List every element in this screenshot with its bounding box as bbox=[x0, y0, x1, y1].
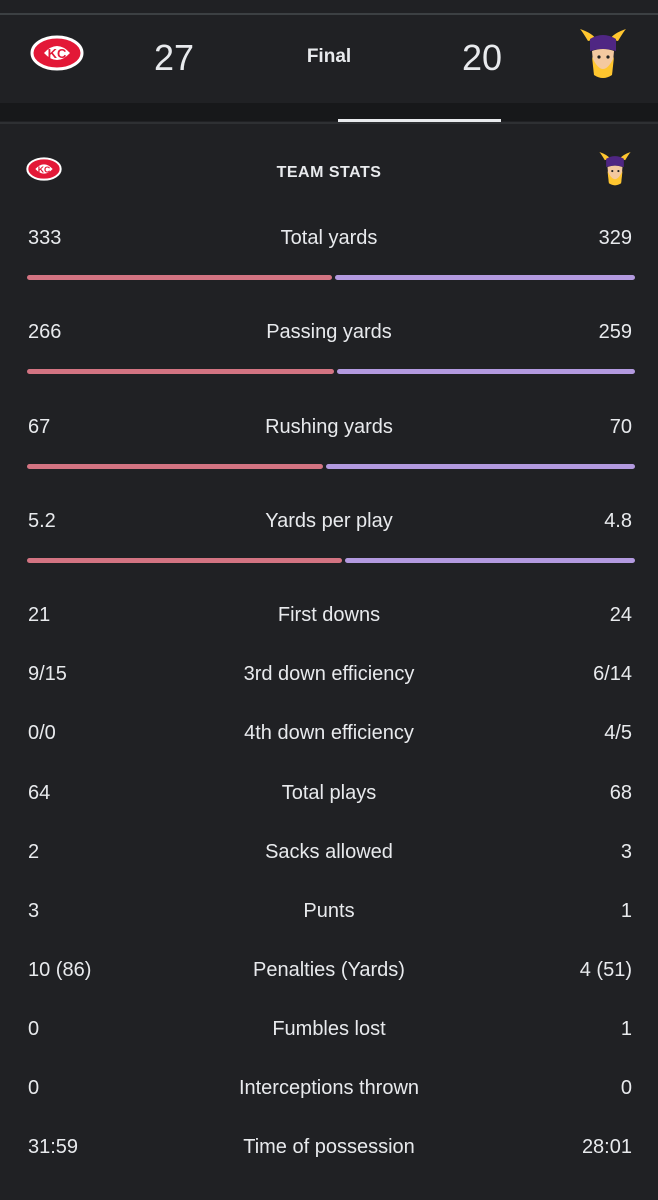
stat-row-4th-down-efficiency: 0/0 4th down efficiency 4/5 bbox=[0, 722, 658, 752]
stat-row-fumbles-lost: 0 Fumbles lost 1 bbox=[0, 1018, 658, 1048]
home-score: 20 bbox=[462, 37, 503, 78]
home-value: 24 bbox=[609, 604, 632, 626]
home-value: 70 bbox=[609, 416, 632, 438]
stat-row-sacks-allowed: 2 Sacks allowed 3 bbox=[0, 841, 658, 871]
away-bar bbox=[27, 558, 342, 563]
stat-row-interceptions-thrown: 0 Interceptions thrown 0 bbox=[0, 1077, 658, 1107]
stat-label: 3rd down efficiency bbox=[243, 663, 415, 685]
stat-row-penalties: 10 (86) Penalties (Yards) 4 (51) bbox=[0, 959, 658, 989]
svg-text:KC: KC bbox=[48, 46, 67, 61]
away-bar bbox=[27, 464, 323, 469]
status-strip bbox=[0, 0, 658, 15]
away-bar bbox=[27, 369, 334, 374]
home-value: 28:01 bbox=[581, 1136, 632, 1158]
stat-label: Fumbles lost bbox=[272, 1018, 386, 1040]
stat-row-yards-per-play: 5.2 Yards per play 4.8 bbox=[0, 510, 658, 540]
away-value: 0/0 bbox=[28, 722, 56, 744]
home-value: 6/14 bbox=[593, 663, 632, 685]
game-status: Final bbox=[306, 46, 352, 67]
team-stats-header: KC TEAM STATS bbox=[0, 150, 658, 194]
home-value: 4.8 bbox=[604, 510, 632, 532]
home-value: 0 bbox=[620, 1077, 632, 1099]
away-value: 10 (86) bbox=[28, 959, 92, 981]
away-value: 0 bbox=[28, 1077, 40, 1099]
stat-row-total-plays: 64 Total plays 68 bbox=[0, 782, 658, 812]
stat-label: First downs bbox=[277, 604, 381, 626]
away-value: 31:59 bbox=[28, 1136, 79, 1158]
chiefs-small-logo-icon: KC bbox=[26, 156, 62, 187]
stat-row-3rd-down-efficiency: 9/15 3rd down efficiency 6/14 bbox=[0, 663, 658, 693]
away-bar bbox=[27, 275, 332, 280]
vikings-logo-icon bbox=[578, 27, 628, 86]
header-shadow bbox=[0, 103, 658, 121]
scoreboard-header: KC 27 Final 20 bbox=[0, 15, 658, 103]
comparison-bar bbox=[27, 369, 635, 374]
comparison-bar bbox=[27, 558, 635, 563]
stat-row-total-yards: 333 Total yards 329 bbox=[0, 227, 658, 257]
stat-label: Punts bbox=[303, 900, 355, 922]
comparison-bar bbox=[27, 464, 635, 469]
stat-label: Rushing yards bbox=[265, 416, 393, 438]
selected-tab-indicator[interactable] bbox=[338, 119, 501, 122]
home-bar bbox=[326, 464, 635, 469]
stat-label: Interceptions thrown bbox=[238, 1077, 420, 1099]
away-score: 27 bbox=[154, 37, 195, 78]
stat-row-rushing-yards: 67 Rushing yards 70 bbox=[0, 416, 658, 446]
home-value: 68 bbox=[609, 782, 632, 804]
home-bar bbox=[345, 558, 635, 563]
stat-label: Total plays bbox=[281, 782, 377, 804]
stat-row-passing-yards: 266 Passing yards 259 bbox=[0, 321, 658, 351]
home-value: 4/5 bbox=[604, 722, 632, 744]
home-value: 259 bbox=[598, 321, 632, 343]
away-value: 9/15 bbox=[28, 663, 67, 685]
comparison-bar bbox=[27, 275, 635, 280]
away-value: 2 bbox=[28, 841, 40, 863]
away-value: 0 bbox=[28, 1018, 40, 1040]
away-value: 21 bbox=[28, 604, 51, 626]
away-value: 3 bbox=[28, 900, 40, 922]
svg-text:KC: KC bbox=[38, 164, 51, 174]
home-value: 4 (51) bbox=[579, 959, 632, 981]
divider bbox=[0, 122, 658, 124]
away-value: 266 bbox=[28, 321, 62, 343]
home-value: 1 bbox=[620, 900, 632, 922]
home-value: 329 bbox=[598, 227, 632, 249]
away-value: 5.2 bbox=[28, 510, 56, 532]
stat-label: Time of possession bbox=[243, 1136, 415, 1158]
home-bar bbox=[337, 369, 635, 374]
stat-row-punts: 3 Punts 1 bbox=[0, 900, 658, 930]
away-value: 64 bbox=[28, 782, 51, 804]
stat-label: Penalties (Yards) bbox=[253, 959, 405, 981]
stat-label: Passing yards bbox=[266, 321, 392, 343]
stat-label: Total yards bbox=[280, 227, 378, 249]
stat-label: 4th down efficiency bbox=[244, 722, 414, 744]
home-bar bbox=[335, 275, 635, 280]
away-value: 333 bbox=[28, 227, 62, 249]
chiefs-logo-icon: KC bbox=[30, 35, 84, 76]
team-stats-title: TEAM STATS bbox=[276, 164, 382, 181]
stat-row-time-of-possession: 31:59 Time of possession 28:01 bbox=[0, 1136, 658, 1166]
away-value: 67 bbox=[28, 416, 51, 438]
vikings-small-logo-icon bbox=[598, 150, 632, 193]
stat-label: Yards per play bbox=[265, 510, 393, 532]
stat-row-first-downs: 21 First downs 24 bbox=[0, 604, 658, 634]
home-value: 3 bbox=[620, 841, 632, 863]
stat-label: Sacks allowed bbox=[265, 841, 393, 863]
home-value: 1 bbox=[620, 1018, 632, 1040]
